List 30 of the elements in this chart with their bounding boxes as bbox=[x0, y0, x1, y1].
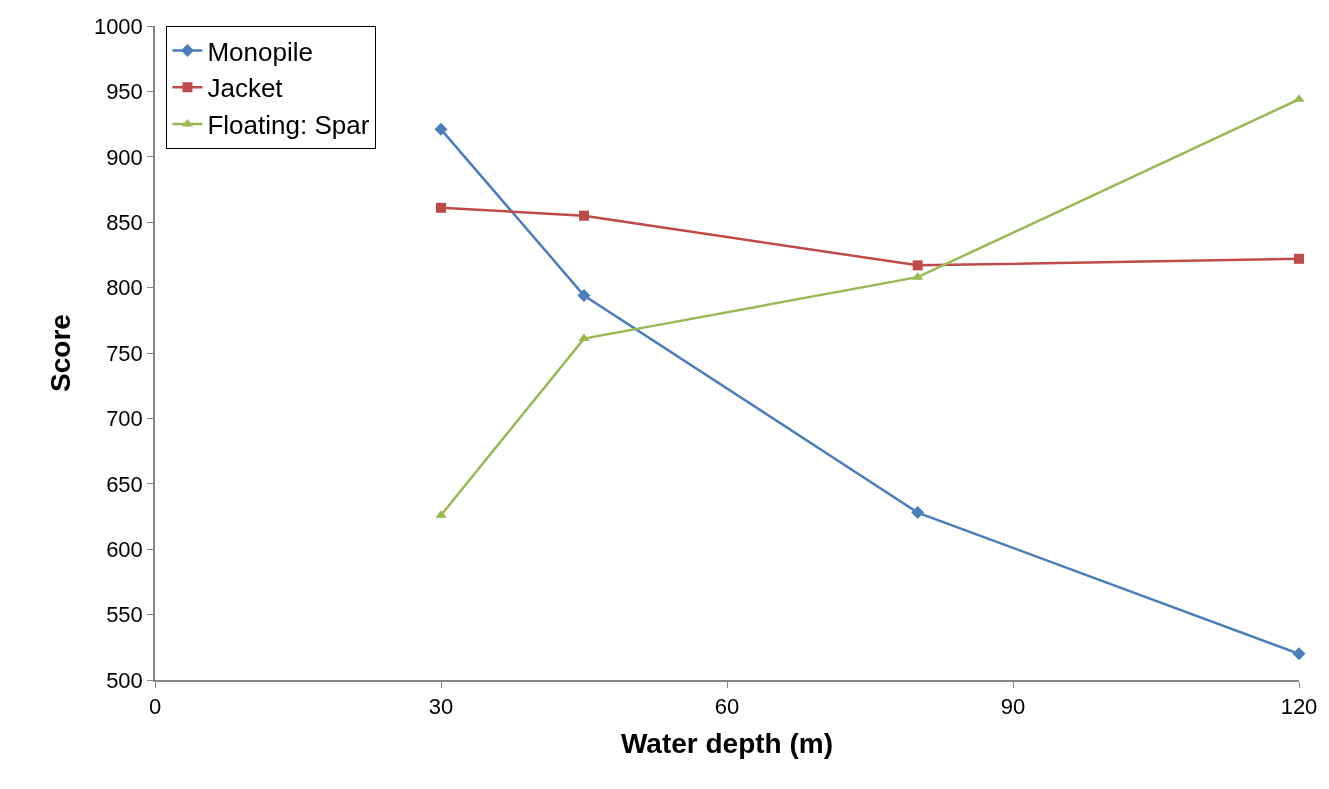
y-tick-label: 550 bbox=[106, 602, 143, 628]
x-tick-label: 30 bbox=[428, 694, 454, 720]
point bbox=[911, 506, 925, 520]
y-tick-label: 700 bbox=[106, 406, 143, 432]
y-tick-label: 850 bbox=[106, 209, 143, 235]
x-tick-label: 0 bbox=[148, 694, 162, 720]
legend-label: Jacket bbox=[207, 73, 284, 104]
point bbox=[436, 202, 446, 213]
y-tick-label: 600 bbox=[106, 536, 143, 562]
y-axis-title: Score bbox=[45, 314, 77, 392]
y-tick-label: 950 bbox=[106, 79, 143, 105]
point bbox=[1292, 647, 1306, 661]
point bbox=[579, 210, 589, 221]
y-tick-label: 1000 bbox=[93, 13, 143, 39]
y-tick-label: 500 bbox=[106, 667, 143, 693]
point bbox=[1294, 253, 1304, 264]
legend-label: Floating: Spar bbox=[207, 110, 370, 141]
x-tick-label: 60 bbox=[714, 694, 740, 720]
y-tick-label: 900 bbox=[106, 144, 143, 170]
y-tick-label: 800 bbox=[106, 275, 143, 301]
x-tick-label: 120 bbox=[1280, 694, 1318, 720]
point bbox=[577, 288, 591, 302]
y-tick-label: 750 bbox=[106, 340, 143, 366]
legend-label: Monopile bbox=[207, 36, 313, 67]
point bbox=[912, 260, 923, 271]
x-axis-title: Water depth (m) bbox=[620, 727, 834, 759]
y-tick-label: 650 bbox=[106, 471, 143, 497]
x-tick-label: 90 bbox=[1000, 694, 1026, 720]
point bbox=[434, 122, 448, 136]
point bbox=[578, 333, 590, 342]
